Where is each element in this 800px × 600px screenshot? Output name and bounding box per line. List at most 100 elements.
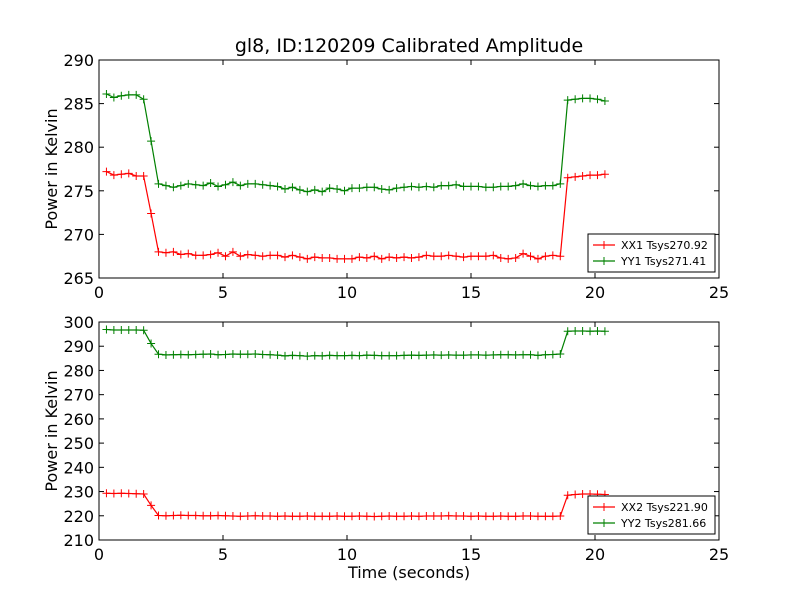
- bottom-plot-series-1-point: [541, 350, 550, 359]
- bottom-plot-series-1-point: [347, 351, 356, 360]
- top-plot-series-1-point: [161, 181, 170, 190]
- top-plot-x-tick-label: 20: [585, 283, 605, 302]
- bottom-plot-y-tick-label: 240: [63, 458, 94, 477]
- top-plot-series-0-point: [273, 251, 282, 260]
- top-plot-series-1-point: [176, 181, 185, 190]
- bottom-plot-y-tick-label: 290: [63, 337, 94, 356]
- bottom-plot-x-tick-label: 5: [218, 545, 228, 564]
- bottom-plot-series-0-point: [437, 512, 446, 521]
- top-plot-series-0-point: [511, 253, 520, 262]
- bottom-plot-series-0-point: [266, 512, 275, 521]
- top-plot-series-1-point: [459, 182, 468, 191]
- bottom-plot-series-1-point: [109, 325, 118, 334]
- bottom-plot-series-1-point: [325, 351, 334, 360]
- bottom-plot-series-0-point: [511, 512, 520, 521]
- bottom-plot-series-1-point: [273, 351, 282, 360]
- bottom-plot-series-0-point: [556, 512, 565, 521]
- top-plot-series-0-point: [266, 251, 275, 260]
- top-plot-x-tick-label: 15: [461, 283, 481, 302]
- bottom-plot-y-axis-label: Power in Kelvin: [42, 370, 61, 491]
- top-plot-series-0-point: [578, 171, 587, 180]
- bottom-plot-series-0-point: [422, 512, 431, 521]
- bottom-plot-series-0-point: [347, 512, 356, 521]
- bottom-plot-series-1-point: [340, 351, 349, 360]
- top-plot-series-0-point: [459, 253, 468, 262]
- bottom-plot-series-0-point: [124, 489, 133, 498]
- bottom-plot-series-0-point: [340, 512, 349, 521]
- top-plot-legend-marker-1: [600, 257, 608, 265]
- bottom-plot-series-1-point: [214, 350, 223, 359]
- top-plot-series-1-point: [437, 181, 446, 190]
- top-plot-series-1-point: [511, 181, 520, 190]
- bottom-plot-series-1-point: [504, 350, 513, 359]
- bottom-plot-x-tick-label: 10: [337, 545, 357, 564]
- bottom-plot-series-1-point: [407, 351, 416, 360]
- top-plot-series-0-point: [333, 254, 342, 263]
- bottom-plot-series-1-point: [511, 350, 520, 359]
- bottom-plot-series-0-point: [228, 512, 237, 521]
- top-plot-series-1-point: [102, 90, 111, 99]
- top-plot-series-0-point: [318, 253, 327, 262]
- top-plot-series-1-point: [474, 182, 483, 191]
- bottom-plot-y-tick-label: 280: [63, 361, 94, 380]
- bottom-plot-series-0-point: [474, 512, 483, 521]
- bottom-plot-series-0-point: [467, 512, 475, 521]
- bottom-plot-series-1-point: [251, 349, 260, 358]
- bottom-plot-series-0-point: [400, 512, 409, 521]
- top-plot-series-0-point: [161, 248, 170, 257]
- bottom-plot-y-tick-label: 250: [63, 434, 94, 453]
- bottom-plot-series-0-point: [288, 512, 297, 521]
- bottom-plot-series-0-point: [362, 512, 371, 521]
- top-plot-series-1-point: [489, 183, 498, 192]
- top-plot-series-0-point: [191, 251, 200, 260]
- top-plot-series-0-point: [593, 171, 602, 180]
- top-plot-series-1-point: [385, 185, 394, 194]
- bottom-plot-series-1-point: [459, 351, 468, 360]
- bottom-plot-series-0-point: [407, 512, 416, 521]
- top-plot-series-0-point: [519, 249, 528, 258]
- top-plot-series-1-point: [422, 182, 431, 191]
- bottom-plot-series-1-point: [132, 325, 141, 334]
- bottom-plot-series-1-point: [184, 350, 193, 359]
- top-plot-series-1-point: [578, 94, 587, 103]
- bottom-plot-series-0-point: [563, 491, 572, 500]
- top-plot-series-1-point: [571, 95, 580, 104]
- top-plot-series-1-point: [281, 185, 289, 194]
- top-plot-series-0-point: [422, 251, 431, 260]
- top-plot-series-0-point: [117, 170, 126, 179]
- bottom-plot-series-0-point: [184, 511, 193, 520]
- top-plot-series-1-point: [600, 96, 609, 105]
- top-plot-series-0-point: [444, 251, 453, 260]
- top-plot-y-axis-label: Power in Kelvin: [42, 108, 61, 229]
- top-plot-series-0-point: [563, 173, 572, 182]
- bottom-plot-series-0-point: [429, 512, 438, 521]
- top-plot-series-1-point: [377, 185, 386, 194]
- top-plot-x-tick-label: 0: [94, 283, 104, 302]
- bottom-plot-x-tick-label: 15: [461, 545, 481, 564]
- top-plot-series-1-point: [251, 179, 260, 188]
- bottom-plot-series-0-point: [385, 512, 394, 521]
- top-plot-series-0-point: [489, 251, 498, 260]
- bottom-plot-series-0-point: [496, 512, 505, 521]
- bottom-plot-series-1-point: [199, 350, 208, 359]
- top-plot-series-0-point: [236, 252, 245, 261]
- top-plot-series-1-point: [362, 183, 371, 192]
- top-plot-series-0-point: [392, 253, 401, 262]
- bottom-plot-series-1-point: [533, 351, 542, 360]
- bottom-plot-series-1-point: [191, 350, 200, 359]
- bottom-plot-series-1-point: [474, 350, 483, 359]
- top-plot-series-0-point: [310, 253, 319, 262]
- top-plot-series-0-point: [362, 253, 371, 262]
- top-plot: 0 5 10 15 20 25 265 270 275 280 285 290 Power in Kel…: [42, 51, 729, 302]
- bottom-plot-series-1-point: [355, 351, 364, 360]
- bottom-plot-series-0-point: [258, 512, 267, 521]
- bottom-plot-series-1-point: [228, 349, 237, 358]
- bottom-plot-series-1-point: [437, 351, 446, 360]
- top-plot-series-0-point: [258, 252, 267, 261]
- bottom-plot-legend-label-0: XX2 Tsys221.90: [621, 501, 708, 514]
- bottom-plot-x-axis-label: Time (seconds): [347, 563, 470, 582]
- bottom-plot-series-0-point: [481, 512, 490, 521]
- top-plot-series-0-point: [541, 252, 550, 261]
- bottom-plot-series-0-point: [548, 512, 557, 521]
